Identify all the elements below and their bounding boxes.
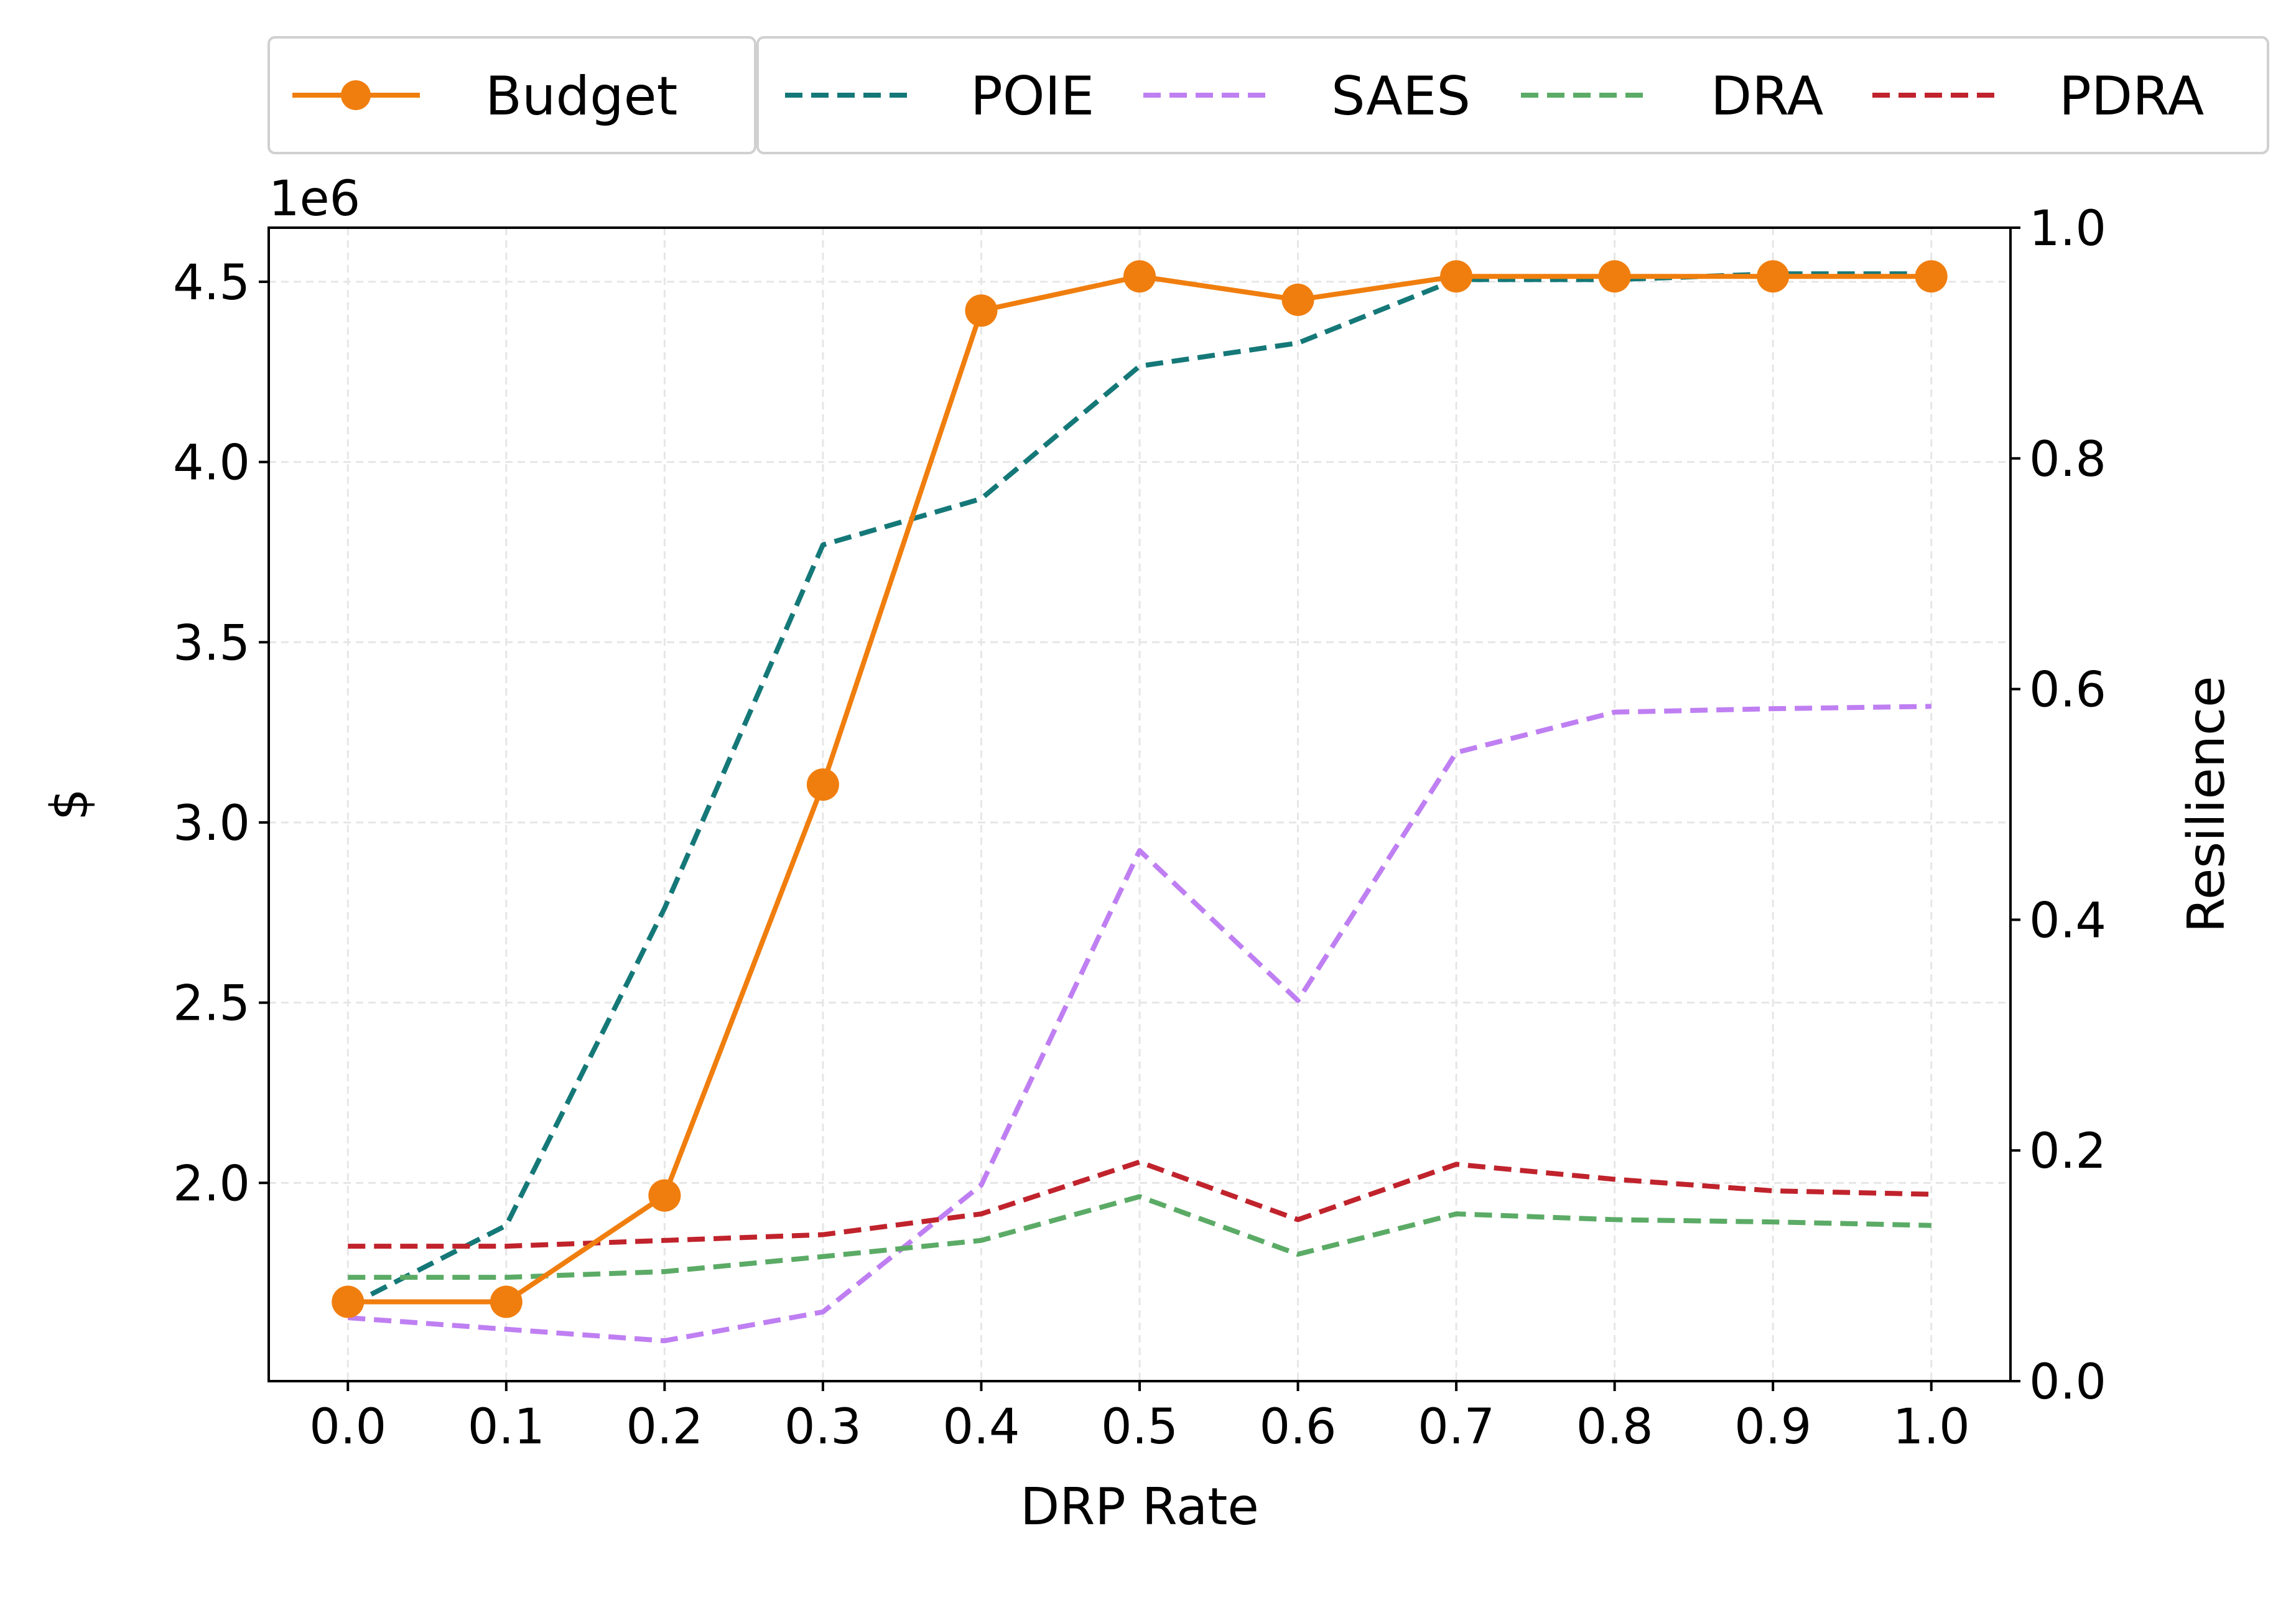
legend-box-budget (267, 36, 756, 154)
x-axis-title: DRP Rate (1020, 1478, 1259, 1537)
y-left-tick-label: 3.0 (173, 796, 250, 852)
y-right-tick-label: 0.4 (2029, 893, 2106, 949)
series-layer (332, 260, 1948, 1344)
data-point-budget (1281, 283, 1314, 316)
data-point-budget (1757, 260, 1790, 293)
y-axis-title: $ (40, 788, 100, 821)
y-right-axis-title: Resilience (2177, 676, 2236, 933)
axes: 0.0 0.1 0.2 0.3 0.4 0.5 0.6 0.7 0.8 0.9 1.0 2.0 2.5 3… (173, 201, 2106, 1455)
x-tick-label: 0.0 (309, 1399, 386, 1455)
legend-box-resilience (756, 36, 2269, 154)
x-tick-label: 0.6 (1260, 1399, 1337, 1455)
legend-label-poie: POIE (970, 65, 1094, 128)
series-line-dra (348, 1194, 1931, 1280)
y-right-tick-label: 0.0 (2029, 1354, 2106, 1410)
data-point-budget (965, 294, 998, 327)
data-point-budget (806, 768, 839, 801)
data-point-budget (332, 1285, 365, 1318)
series-line-saes (347, 704, 1931, 1344)
x-tick-label: 0.7 (1418, 1399, 1495, 1455)
x-tick-label: 0.5 (1101, 1399, 1178, 1455)
legend-items: Budget POIE SAES DRA PDRA (292, 65, 2204, 128)
x-tick-label: 1.0 (1893, 1399, 1970, 1455)
y-left-tick-label: 2.5 (173, 976, 250, 1032)
series-line-pdra (348, 1159, 1931, 1249)
legend-label-dra: DRA (1711, 65, 1823, 128)
x-tick-label: 0.2 (626, 1399, 703, 1455)
data-point-budget (1915, 260, 1948, 293)
y-left-tick-label: 3.5 (173, 615, 250, 671)
y-left-tick-label: 2.0 (173, 1156, 250, 1212)
y-left-tick-label: 4.5 (173, 255, 250, 311)
y-right-tick-label: 0.6 (2029, 663, 2106, 719)
x-tick-label: 0.3 (784, 1399, 862, 1455)
x-tick-label: 0.9 (1734, 1399, 1811, 1455)
x-tick-label: 0.4 (942, 1399, 1020, 1455)
x-tick-label: 0.1 (468, 1399, 545, 1455)
y-right-tick-label: 0.8 (2029, 432, 2106, 488)
data-point-budget (1598, 260, 1631, 293)
legend: Budget POIE SAES DRA PDRA (267, 36, 2269, 154)
data-point-budget (490, 1285, 523, 1318)
data-point-budget (648, 1179, 681, 1212)
legend-label-budget: Budget (485, 65, 677, 128)
data-point-budget (1440, 260, 1473, 293)
y-left-tick-label: 4.0 (173, 435, 250, 491)
legend-label-pdra: PDRA (2059, 65, 2204, 128)
data-point-budget (1123, 260, 1156, 293)
legend-label-saes: SAES (1331, 65, 1471, 128)
x-tick-label: 0.8 (1576, 1399, 1653, 1455)
y-offset-label: 1e6 (269, 171, 360, 227)
y-right-tick-label: 1.0 (2029, 201, 2106, 257)
grid (269, 228, 2010, 1381)
legend-marker-budget (341, 80, 371, 110)
y-right-tick-label: 0.2 (2029, 1124, 2106, 1180)
